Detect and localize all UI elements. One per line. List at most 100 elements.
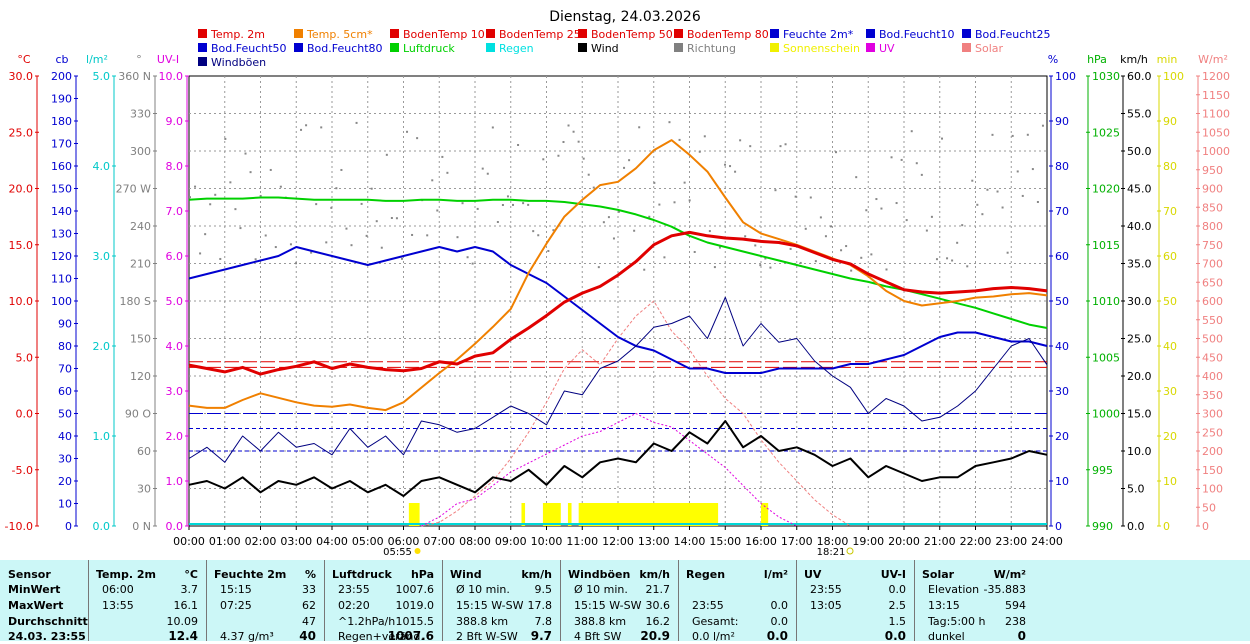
direction-point [557, 154, 560, 157]
direction-point [895, 202, 898, 205]
axis-tick-label: 1015 [1092, 239, 1120, 252]
legend-label-windb-en: Windböen [211, 56, 266, 69]
direction-point [1031, 168, 1034, 171]
table-cell-label: 15:15 [220, 583, 252, 596]
direction-point [547, 249, 550, 252]
direction-point [441, 155, 444, 158]
table-cell-value: 7.8 [534, 615, 553, 628]
direction-point [597, 266, 600, 269]
column-header: Windböen [568, 568, 631, 581]
direction-point [587, 173, 590, 176]
series-feuchte-2m [188, 246, 1048, 374]
axis-tick-label: 1010 [1092, 295, 1120, 308]
axis-tick-label: 60 [58, 385, 72, 398]
legend-swatch-wind [578, 43, 587, 52]
table-cell-value: 1.5 [888, 615, 907, 628]
table-cell-value: 1019.0 [395, 599, 435, 612]
direction-point [522, 202, 525, 205]
axis-tick-label: 600 [1202, 295, 1223, 308]
table-cell-value: 30.6 [645, 599, 671, 612]
direction-point [315, 203, 318, 206]
column-unit: km/h [639, 568, 670, 581]
legend-swatch-bodentemp-10 [390, 29, 399, 38]
axis-tick-label: 60 [1055, 250, 1069, 263]
table-cell-value: 62 [302, 599, 316, 612]
direction-point [739, 139, 742, 142]
column-header: Regen [686, 568, 726, 581]
direction-point [486, 172, 489, 175]
axis-tick-label: 800 [1202, 220, 1223, 233]
table-cell-label: Gesamt: [692, 615, 739, 628]
axis-tick-label: 360 N [118, 70, 151, 83]
table-column-solar: Solar W/m² Elevation -35.883 13:15 594 Tag:5:0… [914, 560, 1034, 643]
direction-point [431, 179, 434, 182]
table-cell-label: 4.37 g/m³ [220, 630, 274, 643]
axis-tick-label: 20 [58, 475, 72, 488]
table-cell-label: 23:55 [338, 583, 370, 596]
legend-label-bod-feucht10: Bod.Feucht10 [879, 28, 955, 41]
axis-tick-label: 20 [1163, 430, 1177, 443]
x-tick-label: 15:00 [709, 535, 741, 548]
direction-point [769, 266, 772, 269]
table-cell-value: 0.0 [770, 599, 789, 612]
x-tick-label: 04:00 [316, 535, 348, 548]
direction-point [956, 241, 959, 244]
direction-point [693, 250, 696, 253]
direction-point [501, 204, 504, 207]
x-tick-label: 24:00 [1031, 535, 1063, 548]
direction-point [254, 258, 257, 261]
column-unit: hPa [410, 568, 434, 581]
axis-tick-label: 1025 [1092, 126, 1120, 139]
direction-point [340, 168, 343, 171]
x-tick-label: 20:00 [888, 535, 920, 548]
direction-point [1021, 194, 1024, 197]
direction-point [653, 181, 656, 184]
legend-label-uv: UV [879, 42, 895, 55]
chart-title: Dienstag, 24.03.2026 [549, 9, 701, 25]
axis-tick-label: 0 [1055, 520, 1062, 533]
axis-tick-label: 1000 [1202, 145, 1230, 158]
column-unit: % [304, 568, 316, 581]
table-cell-value: -35.883 [983, 583, 1026, 596]
direction-point [375, 220, 378, 223]
direction-point [532, 230, 535, 233]
axis-tick-label: 10.0 [1127, 445, 1152, 458]
direction-point [623, 166, 626, 169]
axis-tick-label: 950 [1202, 164, 1223, 177]
axis-tick-label: 30 [137, 483, 151, 496]
legend-swatch-bod-feucht25 [962, 29, 971, 38]
direction-point [189, 196, 191, 199]
axis-unit-3: ° [136, 53, 142, 66]
direction-point [506, 195, 509, 198]
axis-unit-9: W/m² [1198, 53, 1228, 66]
legend-label-richtung: Richtung [687, 42, 736, 55]
axis-tick-label: 200 [1202, 445, 1223, 458]
direction-point [784, 143, 787, 146]
stats-table: Sensor MinWert MaxWert Durchschnitt 24.03. 2… [0, 560, 1250, 643]
direction-point [759, 264, 762, 267]
series-temp-5cm [188, 139, 1048, 412]
direction-point [380, 246, 383, 249]
table-cell-label: 13:05 [810, 599, 842, 612]
axis-tick-label: 180 S [120, 295, 151, 308]
direction-point [729, 165, 732, 168]
axis-tick-label: 160 [51, 160, 72, 173]
axis-tick-label: 10 [1163, 475, 1177, 488]
x-tick-label: 03:00 [280, 535, 312, 548]
column-divider [442, 560, 443, 641]
direction-point [537, 234, 540, 237]
table-cell-label: 23:55 [692, 599, 724, 612]
table-cell-label: 13:55 [102, 599, 134, 612]
axis-tick-label: 40 [58, 430, 72, 443]
direction-point [708, 230, 711, 233]
axis-tick-label: 100 [1055, 70, 1076, 83]
axis-tick-label: 995 [1092, 464, 1113, 477]
direction-point [633, 229, 636, 232]
column-header: Wind [450, 568, 482, 581]
direction-point [320, 126, 323, 129]
table-cell-label: Tag:5:00 h [928, 615, 986, 628]
direction-point [1036, 200, 1039, 203]
direction-point [678, 138, 681, 141]
column-header: Luftdruck [332, 568, 392, 581]
